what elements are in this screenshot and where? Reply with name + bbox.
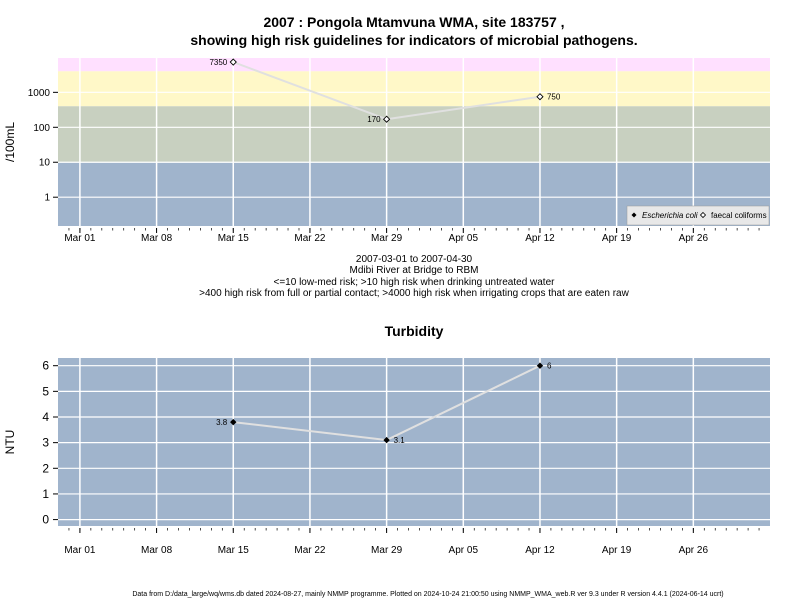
sub-line-dates: 2007-03-01 to 2007-04-30 xyxy=(356,254,473,265)
turb-xtick-label: Apr 26 xyxy=(679,545,709,556)
micro-title-line1: 2007 : Pongola Mtamvuna WMA, site 183757… xyxy=(263,14,564,30)
micro-ytick-label: 1000 xyxy=(28,88,51,99)
turb-ytick-label: 0 xyxy=(42,513,49,527)
micro-xtick-label: Apr 05 xyxy=(449,233,479,244)
micro-xtick-label: Apr 12 xyxy=(525,233,555,244)
sub-line-drinking: <=10 low-med risk; >10 high risk when dr… xyxy=(274,277,556,288)
legend-ecoli-marker xyxy=(631,212,637,218)
fc-point xyxy=(536,93,544,101)
micro-ylabel: /100mL xyxy=(3,122,17,162)
sub-line-contact: >400 high risk from full or partial cont… xyxy=(199,288,629,299)
legend-box xyxy=(626,205,770,226)
turb-point xyxy=(230,418,237,426)
micro-x-axis: Mar 01 Mar 08 Mar 15 Mar 22 Mar 29 Apr 05 Apr … xyxy=(64,228,760,244)
turb-xtick-label: Apr 19 xyxy=(602,545,632,556)
fc-data-label: 750 xyxy=(547,93,561,102)
turb-xtick-label: Mar 15 xyxy=(218,545,250,556)
legend-fc-label: faecal coliforms xyxy=(711,211,767,220)
turb-data-label: 3.1 xyxy=(394,436,406,445)
turb-ytick-label: 2 xyxy=(42,461,49,475)
turb-plot-bg xyxy=(58,358,770,526)
turb-ytick-label: 6 xyxy=(42,359,49,373)
micro-series: 7350 170 750 xyxy=(209,58,560,124)
fc-data-label: 7350 xyxy=(209,58,227,67)
fc-data-label: 170 xyxy=(367,115,381,124)
micro-title-line2: showing high risk guidelines for indicat… xyxy=(190,32,637,48)
micro-xtick-label: Apr 19 xyxy=(602,233,632,244)
turb-xtick-label: Mar 29 xyxy=(371,545,403,556)
turb-data-label: 6 xyxy=(547,362,552,371)
legend-ecoli-label: Escherichia coli xyxy=(642,211,698,220)
legend-fc-marker xyxy=(699,211,707,219)
turb-point xyxy=(536,362,544,369)
micro-ytick-label: 100 xyxy=(33,123,50,134)
micro-grid xyxy=(58,58,770,226)
turb-plot: 3.8 3.1 6 xyxy=(58,358,770,526)
micro-xtick-label: Mar 08 xyxy=(141,233,173,244)
footer-note: Data from D:/data_large/wq/wms.db dated … xyxy=(132,591,723,598)
turb-xtick-label: Apr 12 xyxy=(525,545,555,556)
turb-point xyxy=(383,436,390,444)
micro-y-axis: 1 10 100 1000 xyxy=(28,88,58,204)
turb-ytick-label: 1 xyxy=(42,487,49,501)
turb-grid xyxy=(58,358,770,526)
micro-xtick-label: Mar 01 xyxy=(64,233,96,244)
turb-ytick-label: 3 xyxy=(42,436,49,450)
micro-plot: 7350 170 750 Escherichia coli faecal colif… xyxy=(58,58,770,226)
micro-ytick-label: 1 xyxy=(44,193,50,204)
micro-legend: Escherichia coli faecal coliforms xyxy=(626,205,770,226)
turb-ytick-label: 4 xyxy=(42,410,49,424)
micro-band-yellow xyxy=(58,71,770,107)
sub-line-site: Mdibi River at Bridge to RBM xyxy=(350,265,479,276)
micro-xtick-label: Mar 15 xyxy=(218,233,250,244)
fc-point xyxy=(229,58,237,66)
micro-xtick-label: Mar 22 xyxy=(294,233,326,244)
turb-xtick-label: Mar 01 xyxy=(64,545,96,556)
micro-xtick-label: Apr 26 xyxy=(679,233,709,244)
fc-point xyxy=(382,115,391,123)
turb-xtick-label: Apr 05 xyxy=(449,545,479,556)
micro-xtick-label: Mar 29 xyxy=(371,233,403,244)
turb-ytick-label: 5 xyxy=(42,384,49,398)
turb-data-label: 3.8 xyxy=(216,418,228,427)
turb-xtick-label: Mar 08 xyxy=(141,545,173,556)
turb-series: 3.8 3.1 6 xyxy=(216,362,552,445)
turb-y-axis: 0 1 2 3 4 5 6 xyxy=(42,359,58,527)
turb-title: Turbidity xyxy=(385,323,444,339)
micro-ytick-label: 10 xyxy=(39,158,51,169)
turb-x-axis: Mar 01 Mar 08 Mar 15 Mar 22 Mar 29 Apr 05 Apr … xyxy=(64,528,760,556)
turb-ylabel: NTU xyxy=(3,430,17,455)
turb-xtick-label: Mar 22 xyxy=(294,545,326,556)
micro-band-pink xyxy=(58,58,770,72)
